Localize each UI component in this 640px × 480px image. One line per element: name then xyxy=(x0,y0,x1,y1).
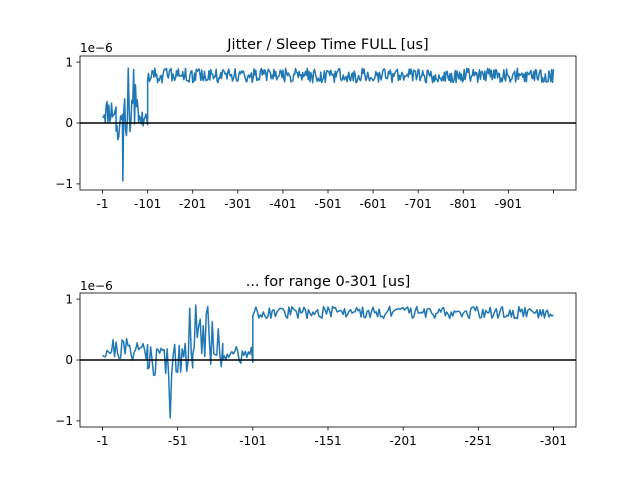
top-chart-series-line xyxy=(102,67,555,182)
bottom-chart-y-tick-label: 0 xyxy=(65,353,73,367)
top-chart-y-tick-label: 0 xyxy=(65,116,73,130)
top-chart-x-tick-label: -101 xyxy=(134,197,161,211)
bottom-chart-x-tick-label: -1 xyxy=(97,434,109,448)
top-chart-y-scale-label: 1e−6 xyxy=(80,41,113,55)
bottom-chart-y-tick-label: 1 xyxy=(65,292,73,306)
top-chart-y-tick-label: 1 xyxy=(65,55,73,69)
top-chart-x-tick-label: -301 xyxy=(224,197,251,211)
top-chart-x-tick-label: -901 xyxy=(495,197,522,211)
top-chart-x-tick-label: -701 xyxy=(405,197,432,211)
bottom-chart-title: ... for range 0-301 [us] xyxy=(246,274,411,290)
top-chart-x-tick-label: -401 xyxy=(269,197,296,211)
top-chart-title: Jitter / Sleep Time FULL [us] xyxy=(226,37,428,53)
bottom-chart-x-tick-label: -51 xyxy=(168,434,188,448)
bottom-chart-x-tick-label: -101 xyxy=(239,434,266,448)
bottom-chart-y-tick-label: −1 xyxy=(55,414,73,428)
bottom-chart-x-tick-label: -301 xyxy=(540,434,567,448)
top-chart-x-tick-label: -601 xyxy=(359,197,386,211)
bottom-chart-x-tick-label: -251 xyxy=(465,434,492,448)
bottom-chart-panel: ... for range 0-301 [us] 1e−6 -1 -51 -101 -… xyxy=(55,274,577,448)
top-chart-x-tick-label: -801 xyxy=(450,197,477,211)
bottom-chart-x-tick-label: -201 xyxy=(390,434,417,448)
bottom-chart-x-tick-label: -151 xyxy=(314,434,341,448)
top-chart-panel: Jitter / Sleep Time FULL [us] 1e−6 -1 -10… xyxy=(55,37,577,211)
top-chart-x-tick-label: -1 xyxy=(97,197,109,211)
top-chart-y-tick-label: −1 xyxy=(55,177,73,191)
bottom-chart-y-scale-label: 1e−6 xyxy=(80,279,113,293)
bottom-chart-series-line xyxy=(102,304,554,419)
top-chart-x-tick-label: -501 xyxy=(314,197,341,211)
top-chart-x-tick-label: -201 xyxy=(179,197,206,211)
